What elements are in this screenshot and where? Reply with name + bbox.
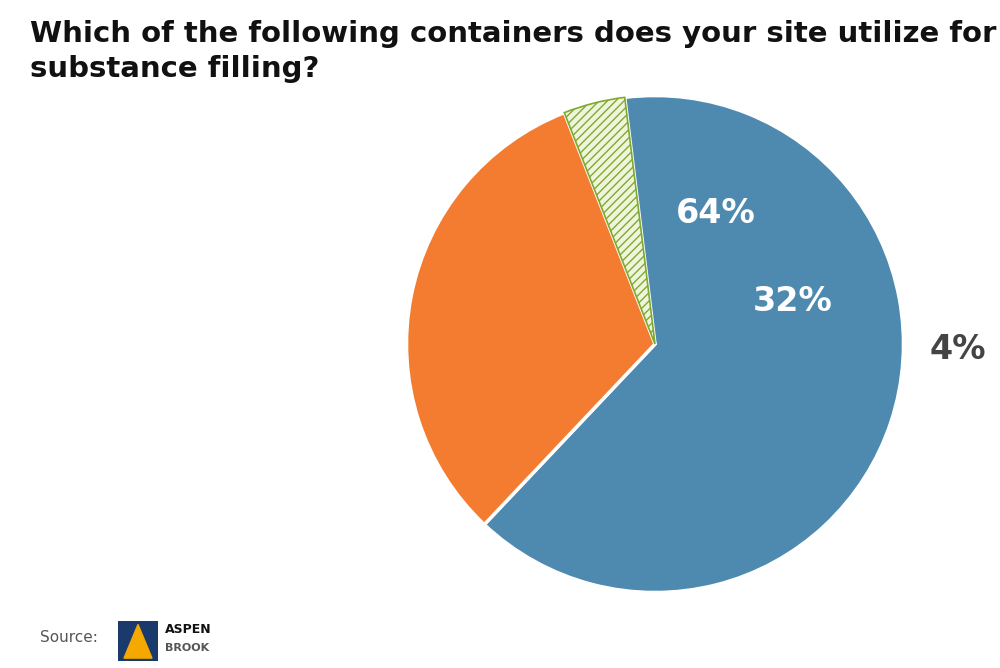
Text: 32%: 32% — [753, 285, 833, 319]
Wedge shape — [407, 113, 655, 524]
Text: Source:: Source: — [40, 630, 98, 645]
Wedge shape — [564, 98, 655, 344]
Text: 64%: 64% — [676, 197, 756, 230]
FancyBboxPatch shape — [118, 621, 158, 661]
Polygon shape — [124, 625, 152, 658]
Text: 4%: 4% — [930, 333, 986, 366]
Text: BROOK: BROOK — [165, 643, 209, 653]
Wedge shape — [484, 96, 903, 593]
Text: ASPEN: ASPEN — [165, 623, 212, 636]
Text: Which of the following containers does your site utilize for drug
substance fill: Which of the following containers does y… — [30, 20, 1000, 83]
